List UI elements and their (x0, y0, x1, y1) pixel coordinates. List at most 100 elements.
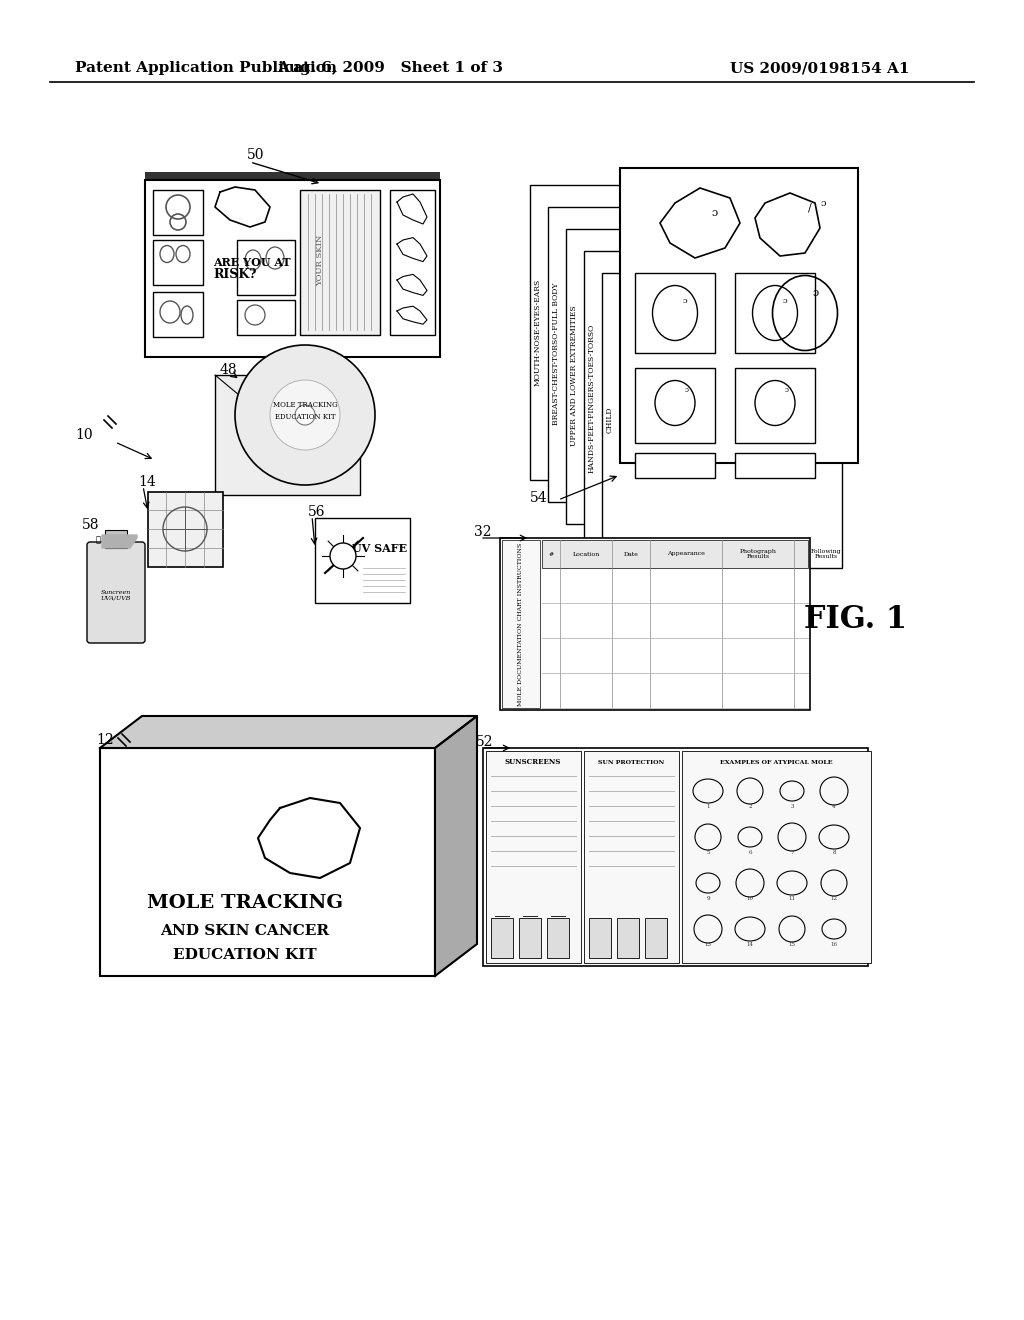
Text: ɔ: ɔ (782, 297, 787, 305)
Text: Patent Application Publication: Patent Application Publication (75, 61, 337, 75)
Polygon shape (100, 715, 477, 748)
Bar (153, 292, 203, 337)
Text: UV SAFE: UV SAFE (352, 543, 408, 553)
Bar (502, 540, 540, 708)
Text: 15: 15 (788, 942, 796, 948)
Text: 5: 5 (707, 850, 710, 855)
Bar (145, 180, 440, 356)
Bar (548, 207, 788, 502)
Text: ✗: ✗ (95, 536, 100, 544)
Text: CHILD: CHILD (606, 407, 614, 433)
Bar (617, 917, 639, 958)
Circle shape (270, 380, 340, 450)
Text: 12: 12 (830, 896, 838, 902)
Text: 1: 1 (707, 804, 710, 809)
Bar (315, 517, 410, 603)
Text: 9: 9 (707, 896, 710, 902)
Text: Photograph
Results: Photograph Results (739, 549, 776, 560)
Text: MOLE DOCUMENTATION CHART INSTRUCTIONS: MOLE DOCUMENTATION CHART INSTRUCTIONS (518, 543, 523, 706)
Text: AND SKIN CANCER: AND SKIN CANCER (161, 924, 330, 939)
Text: 6: 6 (749, 850, 752, 855)
Text: Location: Location (572, 552, 600, 557)
Circle shape (330, 543, 356, 569)
Text: 52: 52 (476, 735, 494, 748)
Bar (584, 251, 824, 546)
Text: 13: 13 (705, 942, 712, 948)
Text: 14: 14 (746, 942, 754, 948)
Bar (237, 300, 295, 335)
Text: MOLE TRACKING: MOLE TRACKING (147, 894, 343, 912)
Text: ɔ: ɔ (813, 288, 819, 298)
Bar (620, 168, 858, 463)
Text: 10: 10 (75, 428, 92, 442)
Bar (635, 273, 715, 352)
Text: #: # (549, 552, 554, 557)
Bar (215, 375, 360, 495)
Text: BREAST-CHEST-TORSO-FULL BODY: BREAST-CHEST-TORSO-FULL BODY (552, 282, 560, 425)
Text: US 2009/0198154 A1: US 2009/0198154 A1 (730, 61, 909, 75)
Bar (645, 917, 667, 958)
Bar (300, 190, 380, 335)
Text: /: / (808, 203, 812, 213)
Text: Appearance: Appearance (667, 552, 705, 557)
Text: SUNSCREENS: SUNSCREENS (505, 758, 561, 766)
Text: FIG. 1: FIG. 1 (804, 605, 906, 635)
Bar (635, 368, 715, 444)
Text: 11: 11 (788, 896, 796, 902)
Text: 2: 2 (749, 804, 752, 809)
Text: 48: 48 (220, 363, 238, 378)
Bar (490, 917, 513, 958)
Text: ARE YOU AT: ARE YOU AT (213, 256, 291, 268)
Text: 50: 50 (247, 148, 264, 162)
Text: 4: 4 (833, 804, 836, 809)
Bar (153, 240, 203, 285)
Text: 54: 54 (530, 491, 548, 506)
Bar (519, 917, 541, 958)
Text: ɔ: ɔ (712, 209, 718, 218)
Text: MOLE TRACKING: MOLE TRACKING (272, 401, 337, 409)
Polygon shape (435, 715, 477, 975)
Bar (148, 492, 223, 568)
Bar (635, 453, 715, 478)
Text: ɔ: ɔ (683, 297, 687, 305)
Bar (735, 453, 815, 478)
FancyBboxPatch shape (87, 543, 145, 643)
Text: 58: 58 (82, 517, 99, 532)
Bar (500, 539, 810, 710)
Bar (145, 172, 440, 180)
Text: Aug. 6, 2009   Sheet 1 of 3: Aug. 6, 2009 Sheet 1 of 3 (278, 61, 503, 75)
Text: 10: 10 (746, 896, 754, 902)
Bar (542, 540, 808, 568)
Text: EXAMPLES OF ATYPICAL MOLE: EXAMPLES OF ATYPICAL MOLE (720, 759, 833, 764)
Text: 12: 12 (96, 733, 114, 747)
Text: SUN PROTECTION: SUN PROTECTION (598, 759, 665, 764)
Text: 14: 14 (138, 475, 156, 488)
Bar (682, 751, 871, 964)
Text: Following
Results: Following Results (811, 549, 842, 560)
Bar (602, 273, 842, 568)
Bar (530, 185, 770, 480)
Text: Date: Date (624, 552, 638, 557)
Bar (735, 368, 815, 444)
Text: HANDS-FEET-FINGERS-TOES-TORSO: HANDS-FEET-FINGERS-TOES-TORSO (588, 323, 596, 473)
Text: ɔ: ɔ (785, 385, 788, 393)
Text: 16: 16 (830, 942, 838, 948)
Text: 8: 8 (833, 850, 836, 855)
Bar (483, 748, 868, 966)
Text: ɔ: ɔ (685, 385, 689, 393)
Text: EDUCATION KIT: EDUCATION KIT (173, 948, 316, 962)
Bar (486, 751, 581, 964)
Text: ɔ: ɔ (820, 198, 825, 207)
Bar (237, 240, 295, 294)
Polygon shape (102, 535, 137, 548)
Text: UPPER AND LOWER EXTREMITIES: UPPER AND LOWER EXTREMITIES (570, 306, 578, 446)
Text: 32: 32 (474, 525, 492, 539)
Circle shape (295, 405, 315, 425)
Text: Suncreen
UVA/UVB: Suncreen UVA/UVB (100, 590, 131, 601)
Bar (153, 190, 203, 235)
Text: EDUCATION KIT: EDUCATION KIT (274, 413, 335, 421)
Text: MOUTH-NOSE-EYES-EARS: MOUTH-NOSE-EYES-EARS (534, 279, 542, 385)
Text: RISK?: RISK? (213, 268, 256, 281)
Bar (584, 751, 679, 964)
Bar (100, 748, 435, 975)
